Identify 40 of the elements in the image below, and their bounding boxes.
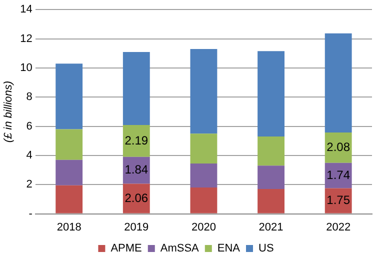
y-axis-title: (£ in billions) [2, 80, 15, 143]
bar [258, 189, 284, 214]
legend-label: AmSSA [160, 242, 200, 255]
y-tick-label: 10 [20, 62, 32, 74]
bar [258, 136, 284, 166]
y-tick-label: 6 [26, 120, 32, 132]
data-label: 1.84 [124, 162, 148, 177]
y-tick-label: 12 [20, 32, 32, 45]
bar [190, 163, 218, 188]
bar [122, 52, 150, 125]
data-label: 2.19 [124, 133, 148, 148]
bar [258, 51, 284, 136]
bar [324, 162, 352, 188]
y-tick-label: 8 [26, 91, 32, 104]
legend-label: US [258, 242, 274, 255]
legend-label: ENA [217, 242, 241, 255]
y-tick-label: 14 [20, 4, 32, 16]
y-tick-label: - [28, 208, 33, 220]
bar [190, 188, 218, 214]
x-tick-label: 2020 [191, 221, 216, 234]
data-label: 2.08 [326, 140, 350, 154]
bar [56, 160, 83, 186]
x-tick-label: 2022 [326, 221, 351, 234]
x-tick-label: 2021 [258, 221, 284, 234]
bar [122, 124, 150, 157]
legend-label: APME [110, 242, 142, 255]
bar [56, 185, 83, 214]
y-tick-label: 4 [26, 149, 32, 162]
y-tick-label: 2 [26, 178, 32, 191]
data-label: 2.06 [124, 190, 148, 205]
data-label: 1.75 [326, 193, 350, 208]
x-tick-label: 2019 [124, 221, 149, 234]
data-label: 1.74 [326, 168, 350, 182]
bar [190, 48, 218, 134]
x-tick-label: 2018 [56, 221, 82, 234]
bar [56, 129, 83, 160]
bar [258, 166, 284, 190]
bar [56, 64, 83, 130]
bar [324, 33, 352, 133]
bar [190, 134, 218, 164]
